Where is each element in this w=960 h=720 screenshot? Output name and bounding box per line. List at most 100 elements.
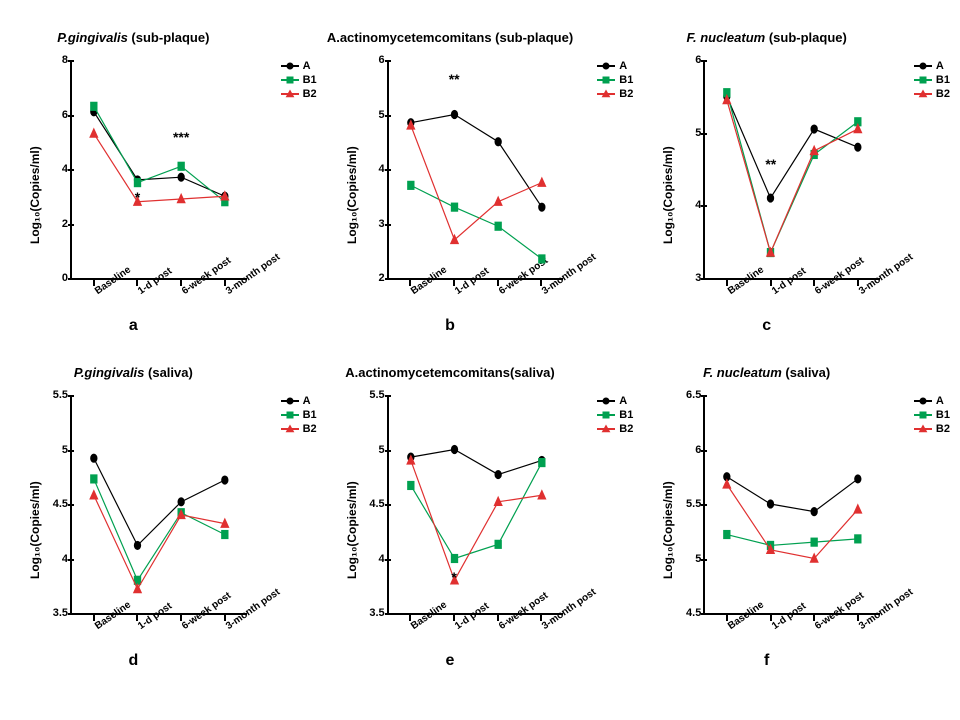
series-marker-A [451, 446, 457, 454]
series-marker-A [451, 111, 457, 119]
legend: A B1 B2 [597, 60, 633, 102]
series-marker-B1 [495, 222, 501, 230]
panel-title: A.actinomycetemcomitans(saliva) [327, 365, 574, 380]
series-marker-B2 [538, 178, 545, 186]
legend-entry-B1: B1 [281, 74, 317, 86]
series-line-B1 [727, 93, 858, 253]
series-marker-B1 [222, 531, 228, 539]
series-marker-B1 [811, 538, 817, 546]
series-marker-A [495, 138, 501, 146]
legend-label: B2 [619, 423, 633, 435]
plot-svg [389, 60, 564, 278]
panel-letter: a [10, 317, 257, 335]
series-marker-A [855, 143, 861, 151]
legend-label: B1 [303, 74, 317, 86]
panel-letter: f [643, 652, 890, 670]
panel-letter: e [327, 652, 574, 670]
series-line-B1 [94, 479, 225, 580]
x-tick: 6-week post [497, 280, 499, 286]
series-marker-A [134, 542, 140, 550]
panel-a: P.gingivalis (sub-plaque) A B1 B2 Log₁₀(… [10, 30, 317, 335]
legend-label: B2 [936, 88, 950, 100]
legend-entry-A: A [914, 395, 950, 407]
series-marker-B1 [134, 179, 140, 187]
x-tick: 6-week post [813, 280, 815, 286]
series-marker-B2 [451, 235, 458, 243]
legend-label: B1 [619, 74, 633, 86]
panel-letter: c [643, 317, 890, 335]
legend-label: A [936, 395, 944, 407]
x-tick: 6-week post [180, 615, 182, 621]
x-tick: 6-week post [813, 615, 815, 621]
y-tick: 3 [361, 218, 385, 230]
series-marker-B1 [855, 535, 861, 543]
panel-c: F. nucleatum (sub-plaque) A B1 B2 Log₁₀(… [643, 30, 950, 335]
plot-area: 02468 Baseline 1-d post 6-week post 3-mo… [70, 60, 247, 280]
panel-letter: b [327, 317, 574, 335]
legend: A B1 B2 [914, 395, 950, 437]
y-tick: 3 [677, 272, 701, 284]
y-axis-label: Log₁₀(Copies/ml) [345, 481, 359, 579]
y-tick: 6.5 [677, 389, 701, 401]
series-line-B2 [94, 134, 225, 202]
series-line-A [94, 458, 225, 545]
legend-entry-B2: B2 [281, 423, 317, 435]
y-tick: 5.5 [677, 498, 701, 510]
series-marker-A [178, 498, 184, 506]
panel-grid: P.gingivalis (sub-plaque) A B1 B2 Log₁₀(… [0, 0, 960, 720]
panel-title: F. nucleatum (saliva) [643, 365, 890, 380]
plot-svg [72, 395, 247, 613]
y-axis-label: Log₁₀(Copies/ml) [661, 146, 675, 244]
panel-title: P.gingivalis (saliva) [10, 365, 257, 380]
plot-area: 3.544.555.5 Baseline 1-d post 6-week pos… [70, 395, 247, 615]
x-tick: 1-d post [770, 280, 772, 286]
x-tick: 1-d post [136, 280, 138, 286]
y-tick: 4.5 [44, 498, 68, 510]
x-tick: Baseline [409, 615, 411, 621]
y-tick: 5.5 [361, 389, 385, 401]
y-tick: 3.5 [44, 607, 68, 619]
legend-label: A [303, 60, 311, 72]
series-line-A [410, 115, 541, 208]
series-marker-B1 [178, 162, 184, 170]
series-marker-B1 [407, 482, 413, 490]
y-axis-label: Log₁₀(Copies/ml) [661, 481, 675, 579]
panel-d: P.gingivalis (saliva) A B1 B2 Log₁₀(Copi… [10, 365, 317, 670]
series-line-B2 [727, 100, 858, 253]
series-marker-B1 [495, 541, 501, 549]
plot-svg [705, 60, 880, 278]
legend-label: B2 [936, 423, 950, 435]
y-tick: 2 [44, 218, 68, 230]
series-marker-A [811, 125, 817, 133]
y-tick: 8 [44, 54, 68, 66]
x-tick: 3-month post [857, 280, 859, 286]
series-marker-B2 [724, 480, 731, 488]
y-axis-label: Log₁₀(Copies/ml) [345, 146, 359, 244]
series-marker-B2 [90, 491, 97, 499]
series-line-A [94, 112, 225, 196]
y-tick: 5 [677, 553, 701, 565]
legend-entry-B2: B2 [281, 88, 317, 100]
y-tick: 0 [44, 272, 68, 284]
series-marker-A [855, 475, 861, 483]
panel-letter: d [10, 652, 257, 670]
y-tick: 4 [44, 163, 68, 175]
x-tick: 3-month post [857, 615, 859, 621]
series-line-B2 [727, 484, 858, 558]
series-marker-B1 [91, 103, 97, 111]
legend-label: B1 [619, 409, 633, 421]
panel-title: P.gingivalis (sub-plaque) [10, 30, 257, 45]
y-tick: 6 [677, 444, 701, 456]
series-marker-B1 [91, 475, 97, 483]
series-line-B2 [410, 125, 541, 239]
legend-label: B2 [619, 88, 633, 100]
panel-title: A.actinomycetemcomitans (sub-plaque) [327, 30, 574, 45]
series-marker-B2 [538, 491, 545, 499]
x-tick: 3-month post [540, 615, 542, 621]
y-tick: 4.5 [361, 498, 385, 510]
series-marker-B1 [538, 255, 544, 263]
y-tick: 6 [361, 54, 385, 66]
plot-area: 23456 Baseline 1-d post 6-week post 3-mo… [387, 60, 564, 280]
legend-entry-B1: B1 [597, 74, 633, 86]
legend-label: A [619, 60, 627, 72]
